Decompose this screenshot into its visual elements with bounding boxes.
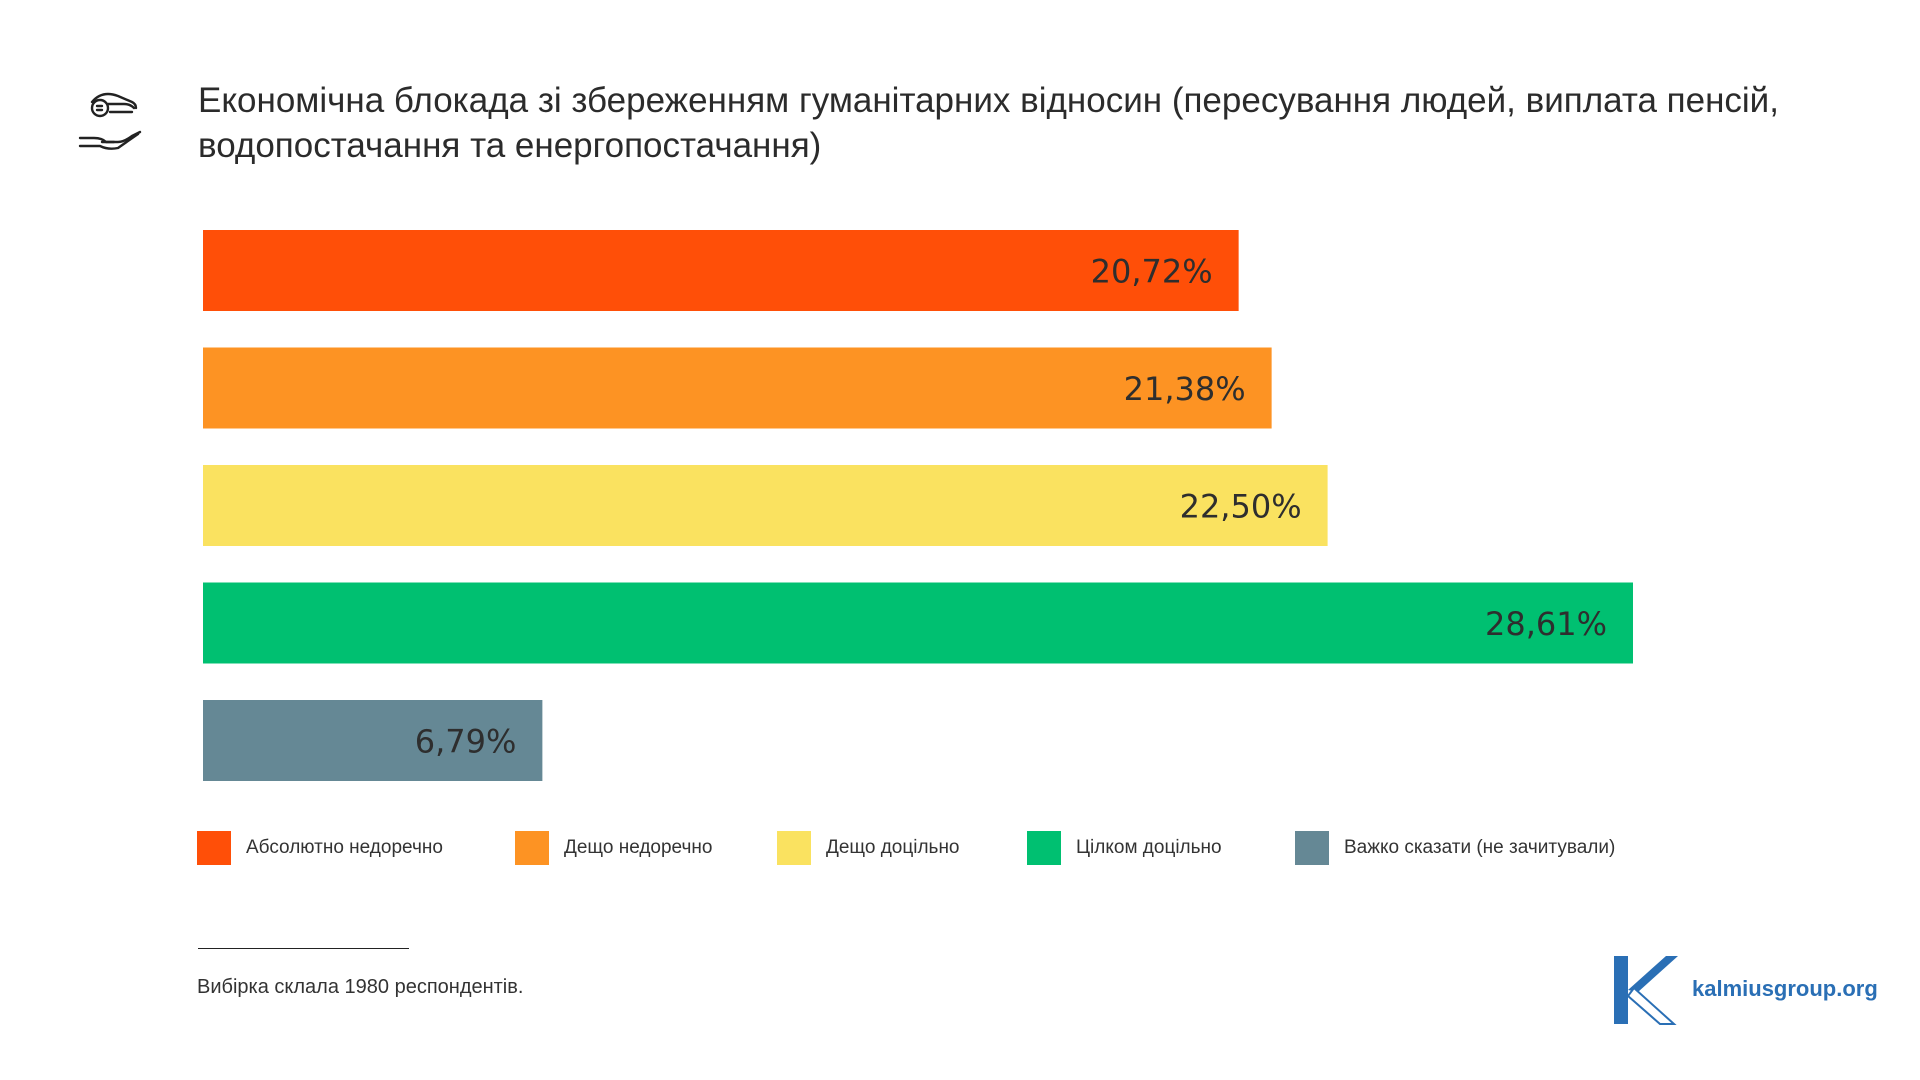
legend-swatch [515,831,549,865]
legend-label: Цілком доцільно [1076,837,1222,858]
legend-label: Дещо недоречно [564,837,713,858]
legend-label: Абсолютно недоречно [246,837,443,858]
hand-coin-icon [78,92,142,150]
footnote-divider [198,948,409,949]
legend-swatch [197,831,231,865]
legend-label: Важко сказати (не зачитували) [1344,837,1616,858]
legend-item: Важко сказати (не зачитували) [1295,830,1615,866]
bar-value-label: 28,61% [1485,605,1607,643]
bar-value-label: 21,38% [1124,370,1246,408]
legend-item: Цілком доцільно [1027,830,1222,866]
legend-item: Дещо недоречно [515,830,712,866]
legend-item: Абсолютно недоречно [197,830,443,866]
kalmius-logo [1614,956,1678,1025]
legend-item: Дещо доцільно [777,830,960,866]
bar-chart: 20,72% 21,38% 22,50% 28,61% 6,79% [203,230,1633,781]
legend-swatch [1027,831,1061,865]
bar-3 [203,465,1328,546]
bar-1 [203,230,1239,311]
footnote: Вибірка склала 1980 респондентів. [197,976,524,998]
legend-swatch [777,831,811,865]
bar-5 [203,700,543,781]
legend-swatch [1295,831,1329,865]
legend-label: Дещо доцільно [826,837,960,858]
bar-value-label: 20,72% [1091,253,1213,291]
brand-site: kalmiusgroup.org [1692,976,1878,1001]
chart-title: Економічна блокада зі збереженням гумані… [198,81,1779,165]
bar-4 [203,582,1633,664]
bar-value-label: 22,50% [1180,488,1302,526]
bar-2 [203,347,1272,429]
legend: Абсолютно недоречно Дещо недоречно Дещо до… [197,830,1697,866]
bar-value-label: 6,79% [415,723,517,761]
